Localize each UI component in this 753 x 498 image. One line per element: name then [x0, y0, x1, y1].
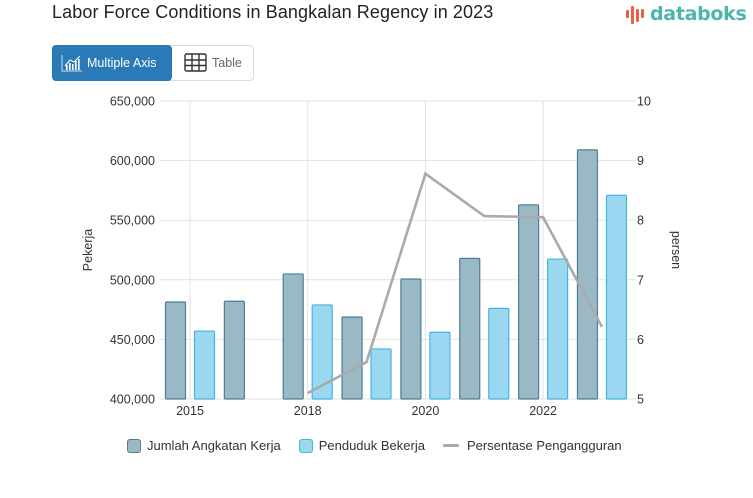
x-tick-label: 2022 — [529, 404, 557, 418]
view-toggle: Multiple Axis Table — [52, 45, 254, 81]
multiple-axis-label: Multiple Axis — [87, 56, 157, 70]
bar-jumlah-angkatan-kerja — [459, 257, 481, 400]
legend-label-persentase: Persentase Pengangguran — [466, 438, 622, 453]
databoks-logo[interactable]: databoks — [626, 3, 747, 25]
legend-item-jumlah[interactable]: Jumlah Angkatan Kerja — [127, 438, 281, 453]
y-tick-label-right: 7 — [637, 273, 644, 287]
bar-jumlah-angkatan-kerja — [164, 301, 187, 400]
legend: Jumlah Angkatan Kerja Penduduk Bekerja P… — [127, 438, 640, 453]
legend-swatch-jumlah — [127, 438, 141, 453]
y-axis-right: 5 6 7 8 9 10 — [632, 95, 651, 407]
logo-text: databoks — [650, 3, 747, 25]
bar-penduduk-bekerja — [488, 307, 510, 400]
legend-swatch-persentase — [442, 444, 459, 447]
y-tick-label-right: 10 — [637, 95, 651, 109]
bars — [164, 149, 628, 400]
table-label: Table — [212, 56, 242, 70]
bar-penduduk-bekerja — [605, 194, 628, 400]
bar-jumlah-angkatan-kerja — [223, 300, 245, 400]
y-tick-label-left: 400,000 — [110, 393, 155, 407]
y-tick-label-left: 500,000 — [110, 273, 155, 287]
chart-icon — [61, 55, 82, 72]
legend-item-penduduk[interactable]: Penduduk Bekerja — [298, 438, 425, 453]
legend-label-penduduk: Penduduk Bekerja — [318, 438, 425, 453]
y-tick-label-right: 5 — [637, 393, 644, 407]
unemployment-line — [307, 171, 604, 395]
x-tick-label: 2020 — [411, 404, 439, 418]
bar-penduduk-bekerja — [193, 330, 216, 400]
y-tick-label-right: 6 — [637, 333, 644, 347]
y-axis-right-title: persen — [669, 231, 683, 269]
x-tick-label: 2015 — [176, 404, 204, 418]
bar-penduduk-bekerja — [370, 348, 392, 400]
y-tick-label-left: 550,000 — [110, 214, 155, 228]
y-axis-left-title: Pekerja — [81, 229, 95, 271]
x-axis: 2015 2018 2020 2022 — [176, 404, 557, 418]
bar-jumlah-angkatan-kerja — [400, 278, 422, 400]
bar-jumlah-angkatan-kerja — [576, 149, 599, 400]
y-tick-label-left: 600,000 — [110, 154, 155, 168]
table-icon — [184, 53, 207, 72]
bar-penduduk-bekerja — [546, 258, 569, 400]
logo-bars-icon — [626, 4, 648, 24]
bar-penduduk-bekerja — [429, 331, 451, 400]
multiple-axis-button[interactable]: Multiple Axis — [52, 45, 172, 81]
y-tick-label-left: 650,000 — [110, 95, 155, 109]
x-tick-label: 2018 — [294, 404, 322, 418]
y-tick-label-right: 8 — [637, 214, 644, 228]
bar-jumlah-angkatan-kerja — [341, 316, 363, 400]
bar-penduduk-bekerja — [311, 304, 333, 400]
line-persentase-pengangguran — [307, 171, 604, 395]
y-tick-label-left: 450,000 — [110, 333, 155, 347]
bar-jumlah-angkatan-kerja — [282, 273, 304, 400]
table-button[interactable]: Table — [172, 46, 242, 80]
chart-title: Labor Force Conditions in Bangkalan Rege… — [52, 2, 494, 22]
bar-jumlah-angkatan-kerja — [517, 204, 540, 400]
legend-label-jumlah: Jumlah Angkatan Kerja — [147, 438, 281, 453]
y-tick-label-right: 9 — [637, 154, 644, 168]
legend-swatch-penduduk — [298, 438, 313, 453]
legend-item-persentase[interactable]: Persentase Pengangguran — [442, 438, 622, 453]
y-axis-left: 400,000 450,000 500,000 550,000 600,000 650,0… — [110, 95, 155, 407]
